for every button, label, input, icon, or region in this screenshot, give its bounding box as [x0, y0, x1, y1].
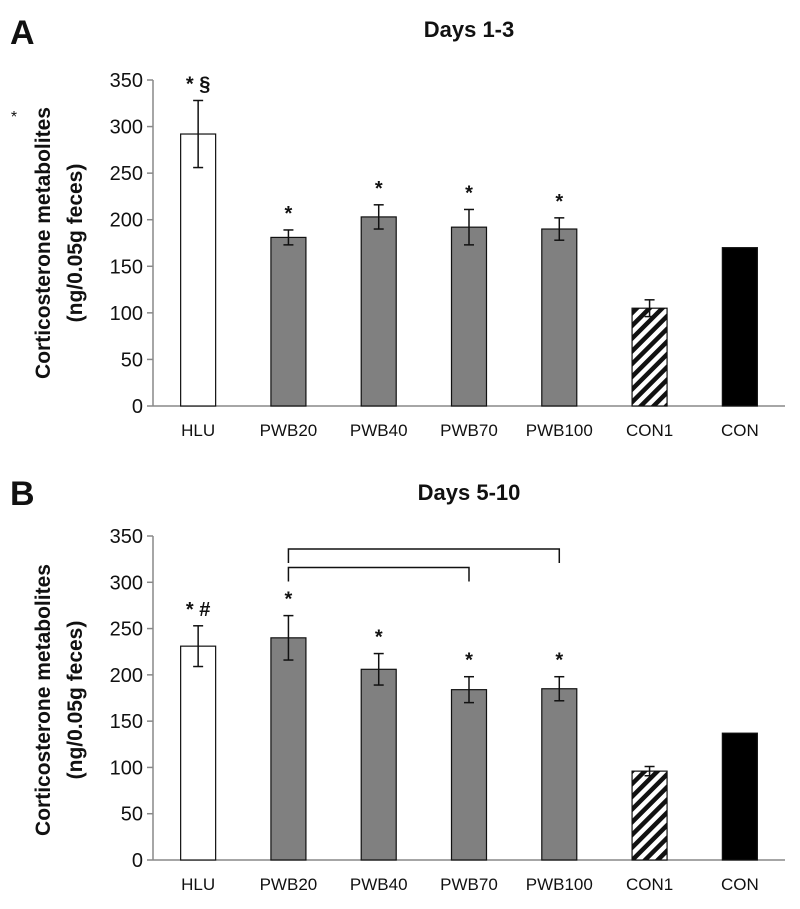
- x-tick-label: CON: [721, 421, 759, 440]
- significance-mark: * #: [186, 599, 210, 621]
- y-tick-label: 300: [110, 117, 143, 139]
- panel-b: B Days 5-10 Corticosterone metabolites (ng/…: [10, 475, 785, 894]
- chart-title: Days 1-3: [424, 17, 515, 42]
- x-tick-label: PWB40: [350, 421, 408, 440]
- bar: [631, 770, 668, 861]
- significance-mark: *: [375, 627, 383, 649]
- y-tick-label: 300: [110, 572, 143, 594]
- x-tick-label: PWB20: [260, 875, 318, 894]
- y-tick-label: 350: [110, 526, 143, 548]
- y-tick-label: 0: [132, 396, 143, 418]
- y-tick-label: 100: [110, 303, 143, 325]
- y-axis-label-units: (ng/0.05g feces): [64, 164, 87, 323]
- x-tick-label: HLU: [181, 421, 215, 440]
- significance-mark: * §: [186, 73, 210, 95]
- y-tick-label: 150: [110, 256, 143, 278]
- x-tick-label: PWB100: [526, 875, 593, 894]
- comparison-bracket: [287, 548, 561, 563]
- x-tick-label: CON: [721, 875, 759, 894]
- x-tick-label: PWB70: [440, 875, 498, 894]
- significance-mark: *: [375, 178, 383, 200]
- bar: [270, 236, 307, 407]
- significance-mark: *: [285, 203, 293, 225]
- y-axis-label: Corticosterone metabolites: [32, 564, 55, 836]
- bar: [721, 732, 758, 861]
- y-axis-label: Corticosterone metabolites: [32, 107, 55, 379]
- x-tick-label: PWB100: [526, 421, 593, 440]
- panel-letter: A: [10, 14, 35, 52]
- comparison-bracket: [287, 566, 470, 582]
- y-tick-label: 50: [121, 349, 143, 371]
- panel-letter: B: [10, 475, 35, 513]
- y-tick-label: 50: [121, 804, 143, 826]
- y-tick-label: 250: [110, 163, 143, 185]
- y-tick-label: 150: [110, 711, 143, 733]
- bar: [270, 637, 307, 861]
- bar: [541, 228, 578, 407]
- significance-mark: *: [285, 589, 293, 611]
- y-tick-label: 350: [110, 70, 143, 92]
- chart-title: Days 5-10: [418, 480, 521, 505]
- bar: [360, 668, 397, 861]
- y-tick-label: 250: [110, 619, 143, 641]
- bar: [180, 645, 217, 861]
- y-tick-label: 200: [110, 665, 143, 687]
- x-tick-label: PWB70: [440, 421, 498, 440]
- bar: [450, 226, 488, 407]
- x-tick-label: PWB20: [260, 421, 318, 440]
- y-tick-label: 100: [110, 757, 143, 779]
- x-tick-label: PWB40: [350, 875, 408, 894]
- x-tick-label: CON1: [626, 421, 673, 440]
- bar: [450, 689, 488, 861]
- bar: [180, 133, 217, 407]
- bar: [541, 688, 578, 861]
- y-tick-label: 200: [110, 210, 143, 232]
- significance-mark: *: [555, 191, 563, 213]
- bar: [631, 307, 668, 407]
- side-mark: *: [11, 109, 17, 126]
- y-axis-label-units: (ng/0.05g feces): [64, 621, 87, 780]
- x-tick-label: CON1: [626, 875, 673, 894]
- x-tick-label: HLU: [181, 875, 215, 894]
- bar: [360, 216, 397, 407]
- panel-a: A Days 1-3 * Corticosterone metabolites (ng/…: [10, 14, 785, 440]
- significance-mark: *: [465, 650, 473, 672]
- significance-mark: *: [465, 182, 473, 204]
- y-tick-label: 0: [132, 850, 143, 872]
- bar: [721, 247, 758, 407]
- significance-mark: *: [555, 650, 563, 672]
